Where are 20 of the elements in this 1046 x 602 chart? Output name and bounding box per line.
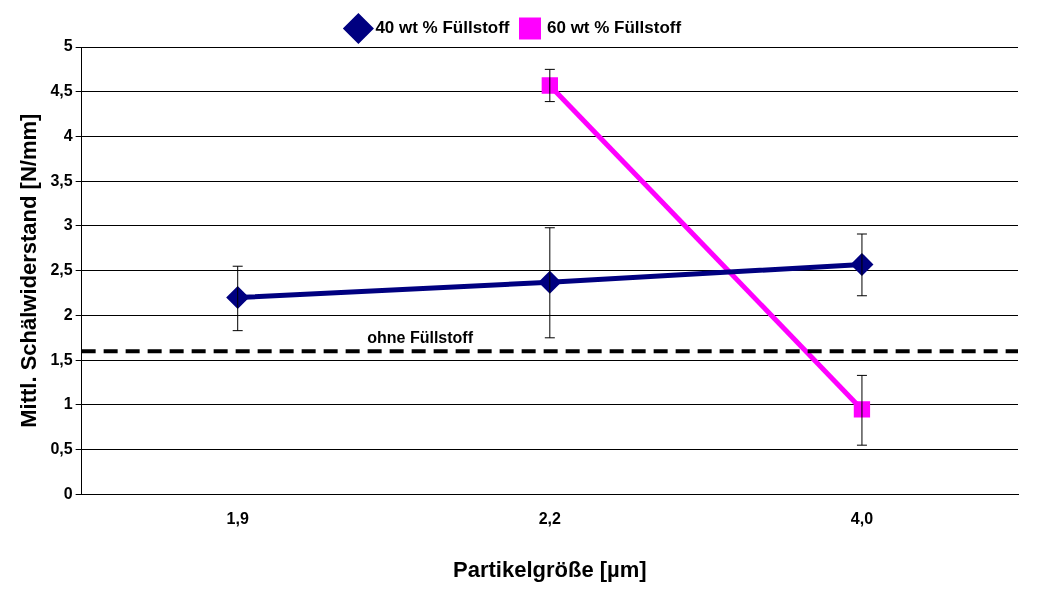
x-tick-label: 1,9	[226, 510, 249, 528]
y-axis-title: Mittl. Schälwiderstand [N/mm]	[16, 113, 42, 428]
y-tick-label: 5	[63, 37, 73, 55]
x-axis-title: Partikelgröße [µm]	[453, 556, 647, 582]
y-tick-label: 2,5	[50, 261, 73, 279]
y-tick-label: 4,5	[50, 82, 73, 100]
x-tick-label: 4,0	[850, 510, 874, 528]
ref-line-label: ohne Füllstoff	[367, 328, 474, 346]
legend-label: 40 wt % Füllstoff	[375, 18, 510, 38]
y-tick-label: 1	[63, 395, 73, 413]
y-tick-label: 3	[63, 216, 73, 234]
x-tick-label: 2,2	[538, 510, 562, 528]
y-tick-label: 3,5	[50, 171, 73, 189]
y-tick-label: 0,5	[50, 440, 73, 458]
y-tick-label: 2	[63, 305, 73, 323]
y-tick-label: 1,5	[50, 350, 73, 368]
point	[541, 77, 558, 94]
y-tick-label: 4	[63, 126, 73, 144]
legend-label: 60 wt % Füllstoff	[547, 18, 682, 38]
y-tick-label: 0	[63, 484, 73, 502]
